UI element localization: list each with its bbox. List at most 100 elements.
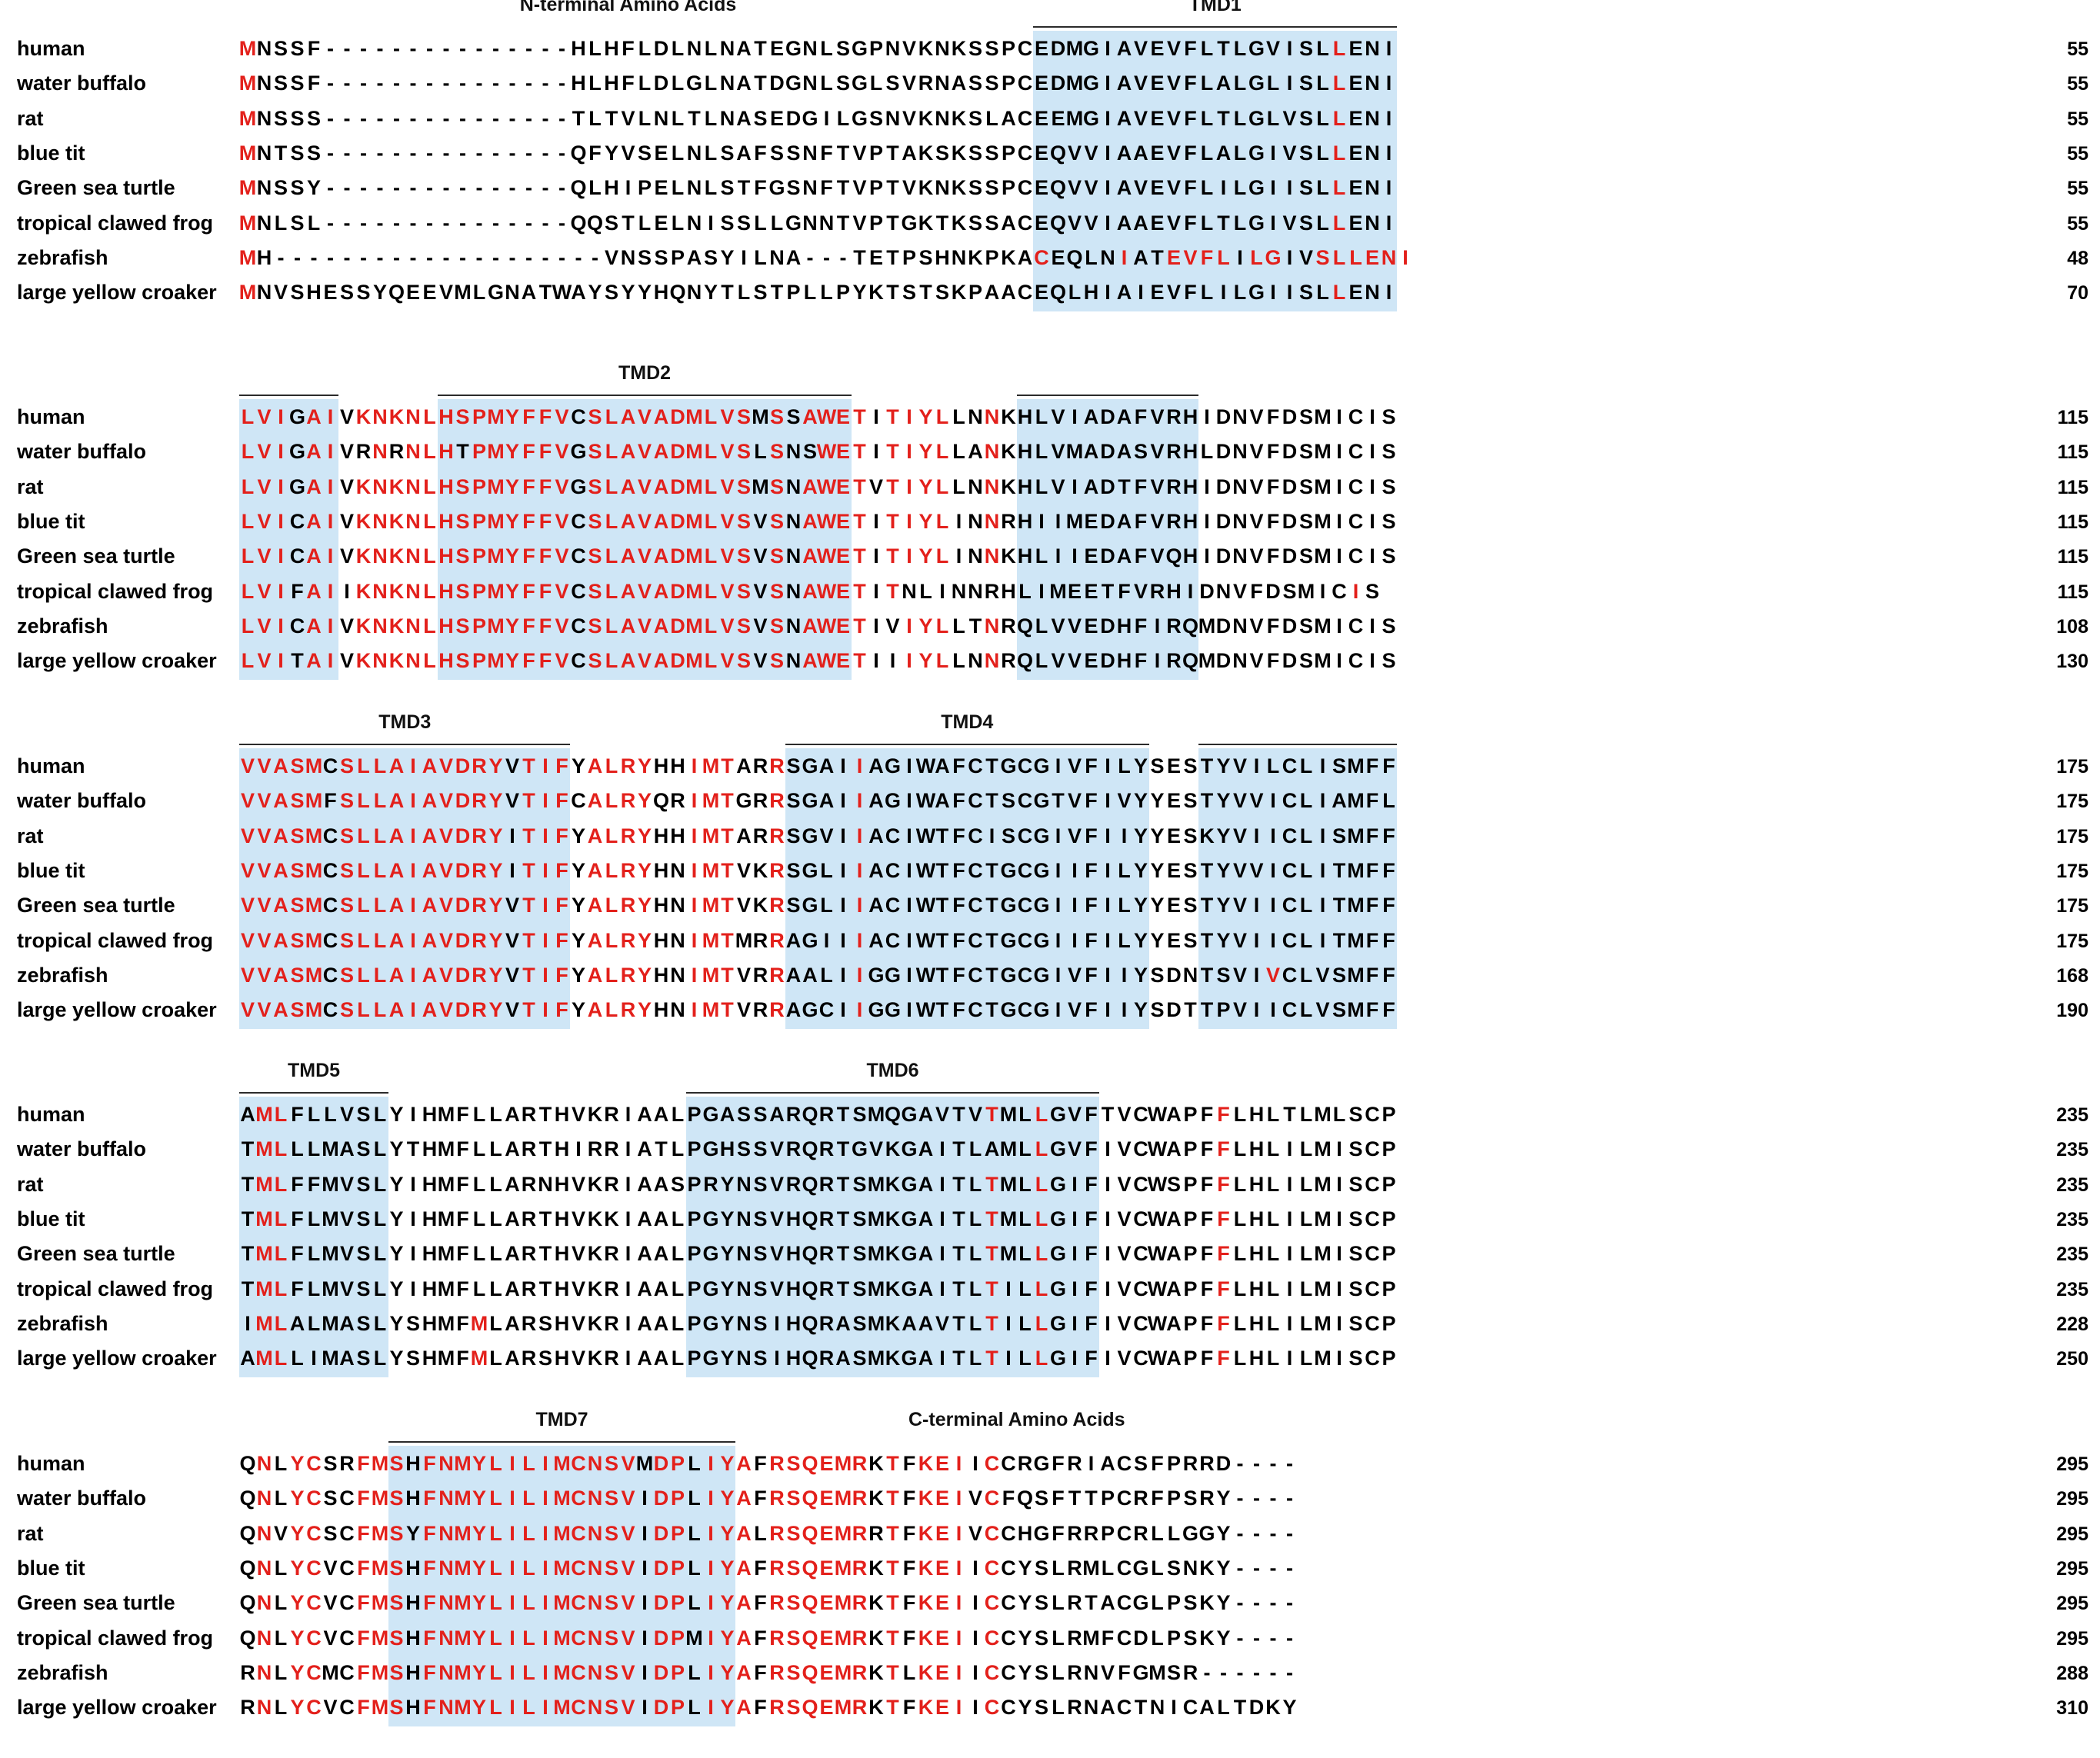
residue: V xyxy=(1282,106,1297,130)
residue: S xyxy=(736,509,751,533)
residue: N xyxy=(372,579,388,603)
residue: L xyxy=(1332,245,1346,269)
residue: V xyxy=(852,176,867,200)
residue: L xyxy=(704,106,718,130)
residue: T xyxy=(853,245,866,269)
residue: A xyxy=(521,281,537,305)
residue: L xyxy=(605,440,618,464)
residue: L xyxy=(1316,281,1329,305)
species-label: Green sea turtle xyxy=(17,894,175,917)
residue: S xyxy=(769,544,784,568)
residue: F xyxy=(820,141,833,165)
domain-label: TMD4 xyxy=(941,711,994,733)
residue: N xyxy=(935,37,950,60)
residue: F xyxy=(1134,474,1148,498)
residue: F xyxy=(1382,928,1395,952)
species-label: zebrafish xyxy=(17,1311,108,1335)
residue: Q xyxy=(570,211,587,235)
residue: L xyxy=(605,579,618,603)
residue: Y xyxy=(604,141,618,165)
residue: N xyxy=(256,106,272,130)
residue: R xyxy=(918,72,934,95)
residue: M xyxy=(238,176,257,200)
residue: V xyxy=(621,106,635,130)
residue: L xyxy=(704,440,718,464)
residue: E xyxy=(654,176,668,200)
alignment-gap: - xyxy=(393,176,400,200)
residue: Y xyxy=(720,245,735,269)
residue: K xyxy=(918,141,934,165)
residue: D xyxy=(1100,544,1115,568)
alignment-gap: - xyxy=(360,245,367,269)
species-label: human xyxy=(17,1103,85,1126)
residue: N xyxy=(785,440,802,464)
residue: V xyxy=(637,544,652,568)
residue: S xyxy=(339,281,354,305)
residue: S xyxy=(604,211,618,235)
residue: L xyxy=(1332,141,1346,165)
alignment-gap: - xyxy=(409,106,417,130)
residue: I xyxy=(906,405,912,428)
residue: V xyxy=(1051,405,1065,428)
residue: P xyxy=(472,440,486,464)
domain-bar xyxy=(239,1092,388,1094)
residue: N xyxy=(818,211,835,235)
residue: L xyxy=(704,579,718,603)
residue: V xyxy=(720,579,735,603)
residue: I xyxy=(1204,544,1210,568)
residue: V xyxy=(637,614,652,638)
residue: Q xyxy=(1016,614,1033,638)
sequence-length: 115 xyxy=(2057,476,2088,498)
residue: N xyxy=(405,509,421,533)
residue: V xyxy=(1084,211,1098,235)
residue: N xyxy=(372,614,388,638)
residue: E xyxy=(654,211,668,235)
residue: V xyxy=(1166,176,1181,200)
residue: N xyxy=(951,245,967,269)
residue: I xyxy=(327,544,334,568)
alignment-gap: - xyxy=(393,141,400,165)
domain-bar xyxy=(239,744,571,745)
residue: L xyxy=(274,211,288,235)
residue: F xyxy=(1382,963,1395,987)
residue: V xyxy=(753,544,768,568)
residue: Y xyxy=(1282,1696,1297,1720)
alignment-gap: - xyxy=(508,37,516,60)
residue: N xyxy=(1232,544,1248,568)
residue: C xyxy=(289,614,305,638)
residue: V xyxy=(1133,176,1148,200)
residue: C xyxy=(289,544,305,568)
residue: L xyxy=(588,72,602,95)
residue: I xyxy=(873,509,879,533)
residue: S xyxy=(968,72,982,95)
residue: N xyxy=(686,141,702,165)
residue: L xyxy=(1200,72,1214,95)
alignment-gap: - xyxy=(558,176,565,200)
residue: E xyxy=(835,474,850,498)
residue: F xyxy=(1382,754,1395,777)
residue: S xyxy=(835,72,850,95)
residue: R xyxy=(1166,474,1182,498)
residue: V xyxy=(1249,440,1264,464)
residue: F xyxy=(538,405,552,428)
residue: G xyxy=(1082,37,1099,60)
residue: V xyxy=(902,176,916,200)
residue: F xyxy=(522,509,535,533)
alignment-gap: - xyxy=(360,176,367,200)
alignment-gap: - xyxy=(492,245,499,269)
domain-bar xyxy=(1198,744,1398,745)
residue: T xyxy=(935,211,949,235)
residue: V xyxy=(257,579,272,603)
residue: M xyxy=(1198,614,1216,638)
residue: N xyxy=(984,440,1000,464)
residue: S xyxy=(1382,544,1396,568)
species-label: rat xyxy=(17,1521,44,1545)
residue: I xyxy=(1286,37,1293,60)
residue: F xyxy=(1134,614,1148,638)
residue: Y xyxy=(306,176,321,200)
residue: M xyxy=(487,474,505,498)
residue: P xyxy=(1001,72,1015,95)
residue: L xyxy=(820,281,833,305)
residue: N xyxy=(984,474,1000,498)
residue: N xyxy=(1365,281,1380,305)
